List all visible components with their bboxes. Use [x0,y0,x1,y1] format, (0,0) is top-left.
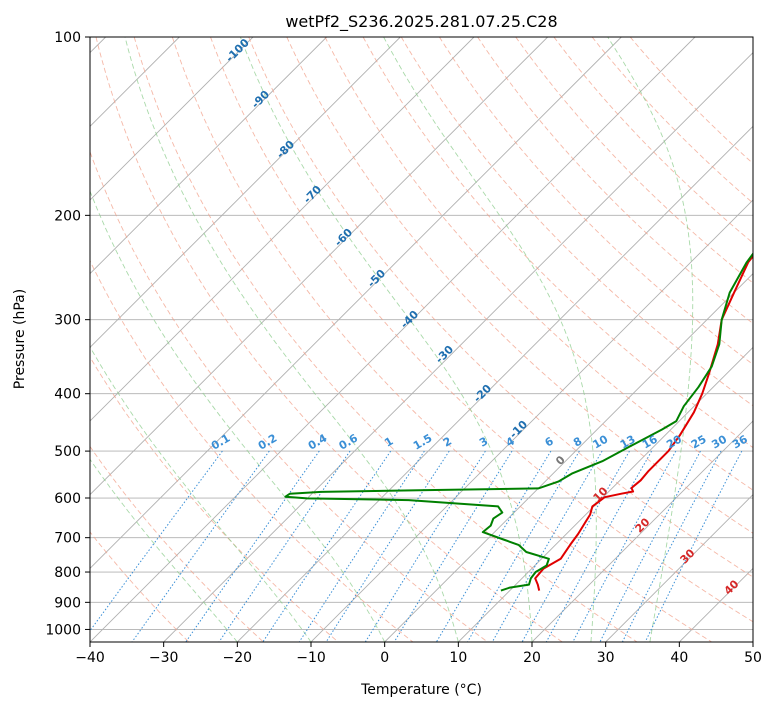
mixing-ratio-line [325,450,450,642]
y-tick-label: 500 [54,444,81,460]
y-tick-label: 600 [54,491,81,507]
dry-adiabat-line [90,445,264,642]
plot-area: 0.1 0.2 0.4 0.6 1 1.5 2 3 4 6 8 10 13 16 20 25 30 36-100-… [90,37,753,642]
mixing-ratio-line [545,450,653,642]
mixing-ratio-line [298,450,425,642]
x-tick-label: 50 [744,650,762,666]
dry-adiabat-line [362,37,753,449]
mixing-ratio-line [521,450,630,642]
dry-adiabat-line [95,37,563,642]
x-tick-label: 20 [523,650,541,666]
x-tick-label: −10 [296,650,326,666]
dry-adiabat-line [324,37,753,491]
moist-adiabat-line [90,190,386,642]
dry-adiabat-line [286,37,753,534]
isotherm-line [605,494,753,642]
isotherm-line [237,125,753,642]
isotherm-line [90,37,254,201]
y-tick-label: 200 [54,208,81,224]
mixing-ratio-line [393,450,513,642]
y-tick-label: 300 [54,313,81,329]
isotherm-line [384,273,753,642]
mixing-ratio-line [185,450,320,642]
dry-adiabat-line [171,37,712,642]
moist-adiabat-lines [90,37,694,642]
isotherm-line [90,37,696,642]
x-axis-label: Temperature (°C) [360,682,482,698]
mixing-ratio-line [621,450,722,642]
isobar-lines [90,37,753,630]
y-tick-label: 900 [54,595,81,611]
plot-frame [89,36,754,643]
y-axis-ticks: 100 200 300 400 500 600 700 800 900 1000 [45,30,90,638]
moist-adiabat-line [90,458,238,642]
y-tick-label: 100 [54,30,81,46]
isotherm-line [90,37,548,496]
isotherm-line [531,420,753,642]
dry-adiabat-line [515,37,753,284]
profile-series [284,252,753,592]
dry-adiabat-line [90,259,414,642]
y-tick-label: 1000 [45,622,81,638]
x-tick-label: 10 [449,650,467,666]
dry-adiabat-line [629,37,753,165]
chart-title: wetPf2_S236.2025.281.07.25.C28 [285,12,557,32]
x-tick-label: −20 [223,650,253,666]
mixing-ratio-line [644,450,743,642]
mixing-ratio-line [572,450,677,642]
y-axis-label: Pressure (hPa) [12,289,28,389]
x-tick-label: 0 [380,650,389,666]
mixing-ratio-line [131,450,270,642]
y-tick-label: 700 [54,531,81,547]
dry-adiabat-line [553,37,753,244]
isotherm-line [458,346,753,642]
mixing-ratio-line [364,450,486,642]
moist-adiabat-line [383,37,597,642]
x-tick-label: 40 [670,650,688,666]
moist-adiabat-line [239,37,533,642]
isotherm-line [90,37,475,422]
x-tick-label: −40 [75,650,105,666]
isotherm-line [90,37,622,569]
y-tick-label: 400 [54,387,81,403]
moist-adiabat-line [90,345,312,642]
isotherm-line [163,52,753,642]
temperature-profile-line [534,254,753,591]
dry-adiabat-line [133,37,638,642]
isotherm-line [90,37,401,348]
x-tick-label: 30 [597,650,615,666]
dry-adiabat-line [248,37,753,578]
mixing-ratio-line [435,450,552,642]
dry-adiabat-line [210,37,753,623]
mixing-ratio-line [90,450,223,632]
mixing-ratio-lines [90,450,743,642]
dry-adiabat-line [400,37,753,407]
dewpoint-profile-line [284,252,753,592]
mixing-ratio-line [218,450,351,642]
dry-adiabat-line [439,37,753,365]
mixing-ratio-line [599,450,701,642]
x-tick-label: −30 [149,650,179,666]
isotherm-line [90,37,327,275]
moist-adiabat-line [607,37,694,642]
y-tick-label: 800 [54,565,81,581]
moist-adiabat-line [124,37,459,642]
x-axis-ticks: −40 −30 −20 −10 0 10 20 30 40 50 [75,642,762,666]
dry-adiabat-line [90,150,488,642]
